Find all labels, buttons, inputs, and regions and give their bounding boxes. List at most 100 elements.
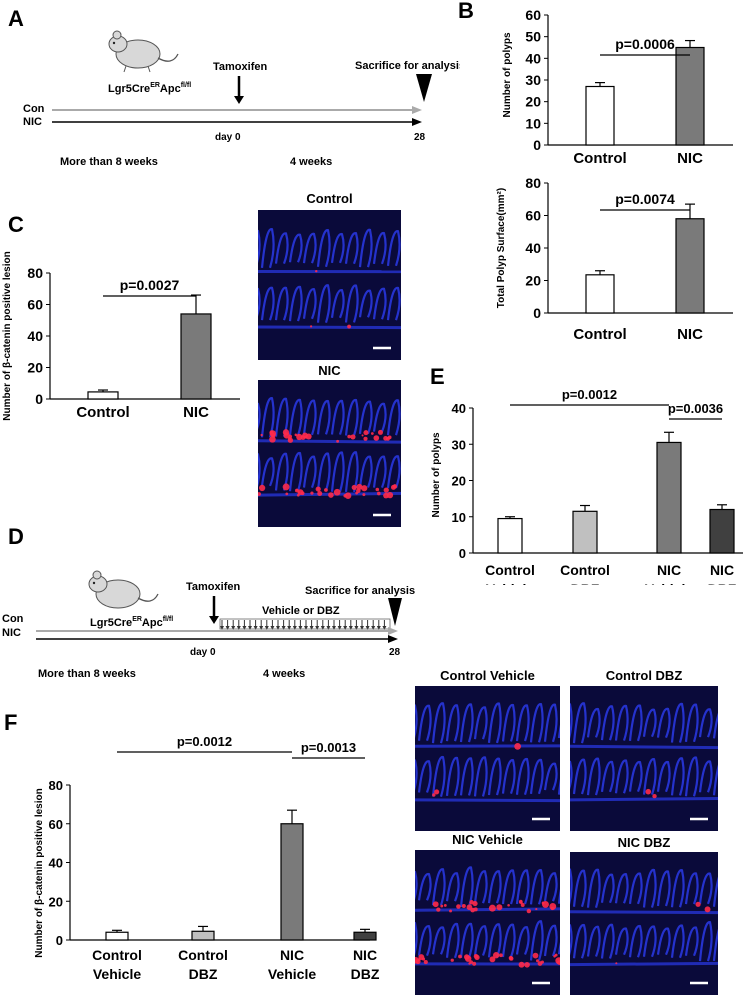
- category-label: Vehicle: [486, 581, 534, 585]
- catenin-signal: [282, 483, 290, 491]
- villus: [628, 872, 643, 905]
- category-label: NIC: [677, 150, 703, 167]
- villus: [431, 868, 446, 906]
- catenin-signal: [537, 961, 543, 966]
- catenin-signal: [695, 901, 701, 907]
- dose-tick-head: [365, 626, 370, 630]
- dose-tick-head: [236, 626, 241, 630]
- micrograph-title-c-nic: NIC: [318, 363, 341, 378]
- villus: [698, 872, 713, 905]
- villus: [656, 707, 671, 738]
- category-label: Control: [92, 947, 142, 963]
- category-label: NIC: [657, 562, 681, 578]
- dose-tick-head: [360, 626, 364, 630]
- micrograph-f-control-dbz: [570, 686, 718, 831]
- villus: [258, 453, 261, 488]
- catenin-signal: [434, 789, 440, 795]
- catenin-signal: [474, 954, 480, 961]
- catenin-signal: [356, 483, 363, 490]
- catenin-signal: [271, 433, 276, 438]
- villus: [459, 757, 474, 796]
- catenin-signal: [519, 899, 523, 904]
- catenin-signal: [344, 492, 352, 500]
- villus: [501, 923, 516, 958]
- catenin-signal: [300, 491, 305, 496]
- category-label: Control: [560, 562, 610, 578]
- catenin-signal: [333, 488, 341, 496]
- catenin-signal: [466, 904, 473, 911]
- villus: [316, 452, 331, 491]
- y-tick-label: 10: [525, 115, 541, 131]
- villus: [344, 451, 359, 493]
- catenin-signal: [520, 903, 525, 907]
- period1-label-a: More than 8 weeks: [60, 156, 158, 168]
- villus: [628, 925, 643, 958]
- micrograph-image: [570, 852, 718, 995]
- tamoxifen-label-d: Tamoxifen: [186, 581, 240, 593]
- villus: [274, 286, 289, 321]
- micrograph-title-f-control-dbz: Control DBZ: [605, 668, 683, 683]
- villus: [614, 704, 629, 741]
- dose-tick-head: [287, 626, 292, 630]
- catenin-signal: [297, 433, 300, 436]
- villus: [570, 868, 573, 905]
- catenin-signal: [432, 793, 436, 797]
- category-label: DBZ: [189, 966, 218, 982]
- villus: [274, 452, 289, 491]
- period1-label-d: More than 8 weeks: [38, 668, 136, 680]
- group-con-a: Con: [23, 103, 45, 115]
- catenin-signal: [421, 957, 426, 961]
- villus: [515, 926, 530, 955]
- crypt-band: [415, 798, 560, 803]
- villus: [274, 232, 289, 264]
- villus: [614, 759, 629, 794]
- villus: [386, 455, 401, 489]
- villus: [417, 925, 432, 956]
- day28-label-d: 28: [389, 647, 401, 658]
- chart-c-lesions: 0 20 40 60 80 Number of β-catenin positive le…: [2, 251, 240, 421]
- y-tick-label: 10: [452, 510, 466, 525]
- catenin-signal: [361, 434, 364, 437]
- y-tick-label: 30: [525, 72, 541, 88]
- micrograph-c-control: [258, 210, 401, 360]
- villus: [459, 866, 474, 908]
- villus: [642, 708, 657, 738]
- villus: [260, 228, 275, 269]
- micrograph-image: [415, 686, 560, 831]
- catenin-signal: [370, 432, 374, 435]
- catenin-signal: [377, 429, 383, 435]
- catenin-signal: [436, 907, 441, 912]
- dose-tick-head: [326, 626, 331, 630]
- villus: [543, 703, 558, 743]
- villus: [570, 760, 573, 790]
- panel-letter-c: C: [8, 212, 24, 237]
- villus: [302, 232, 317, 264]
- dose-tick-head: [332, 626, 336, 630]
- y-tick-label: 80: [525, 175, 541, 191]
- panel-letter-f: F: [4, 710, 18, 735]
- villus: [358, 400, 373, 435]
- catenin-signal: [496, 904, 503, 911]
- villus: [570, 703, 573, 740]
- chart-b-polyps: 0 10 20 30 40 50 60 Number of polyps Control NIC p…: [502, 7, 733, 167]
- y-tick-label: 40: [27, 328, 43, 344]
- micrograph-image: [570, 686, 718, 831]
- villus: [459, 703, 474, 743]
- sacrifice-label-d: Sacrifice for analysis: [305, 585, 415, 597]
- sacrifice-marker-a: [416, 74, 432, 102]
- dose-tick-head: [371, 626, 376, 630]
- catenin-signal: [458, 954, 462, 959]
- villus: [642, 925, 657, 958]
- villus: [684, 872, 699, 905]
- villus: [529, 758, 544, 795]
- villus: [330, 289, 345, 319]
- crypt-band: [570, 910, 718, 915]
- catenin-signal: [652, 793, 657, 799]
- micrograph-f-nic-dbz: [570, 852, 718, 995]
- catenin-signal: [472, 961, 477, 966]
- villus: [487, 870, 502, 904]
- y-tick-label: 40: [525, 240, 541, 256]
- y-tick-label: 30: [452, 437, 466, 452]
- catenin-signal: [336, 439, 340, 443]
- villus: [586, 708, 601, 738]
